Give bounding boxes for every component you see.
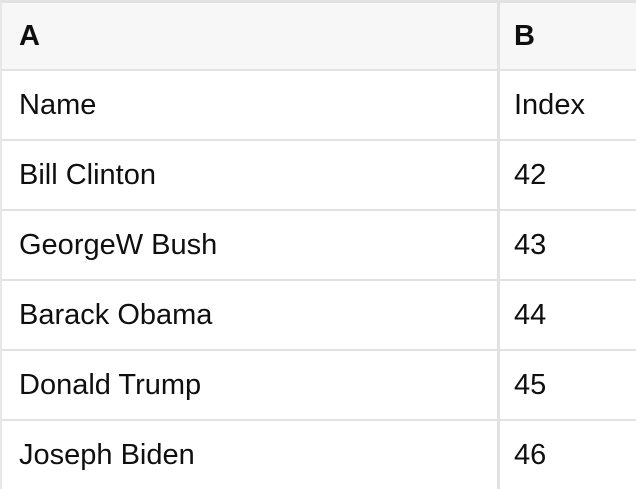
- table-row: Name Index: [2, 71, 636, 141]
- cell-a1[interactable]: Name: [19, 88, 97, 121]
- cell-a4[interactable]: Barack Obama: [19, 298, 213, 331]
- column-header-row: A B: [2, 3, 636, 71]
- cell-b2[interactable]: 42: [497, 141, 636, 209]
- cell-b6[interactable]: 46: [497, 421, 636, 489]
- table-row: Barack Obama 44: [2, 281, 636, 351]
- cell-b4[interactable]: 44: [497, 281, 636, 349]
- cell-b5[interactable]: 45: [497, 351, 636, 419]
- cell-a2[interactable]: Bill Clinton: [19, 158, 156, 191]
- cell-a5[interactable]: Donald Trump: [19, 368, 202, 401]
- column-header-a[interactable]: A: [19, 19, 40, 52]
- column-header-b[interactable]: B: [497, 3, 636, 69]
- cell-a3[interactable]: GeorgeW Bush: [19, 228, 218, 261]
- table-row: Bill Clinton 42: [2, 141, 636, 211]
- table-row: Donald Trump 45: [2, 351, 636, 421]
- cell-b1[interactable]: Index: [497, 71, 636, 139]
- cell-a6[interactable]: Joseph Biden: [19, 438, 195, 471]
- cell-b3[interactable]: 43: [497, 211, 636, 279]
- table-row: Joseph Biden 46: [2, 421, 636, 489]
- table-row: GeorgeW Bush 43: [2, 211, 636, 281]
